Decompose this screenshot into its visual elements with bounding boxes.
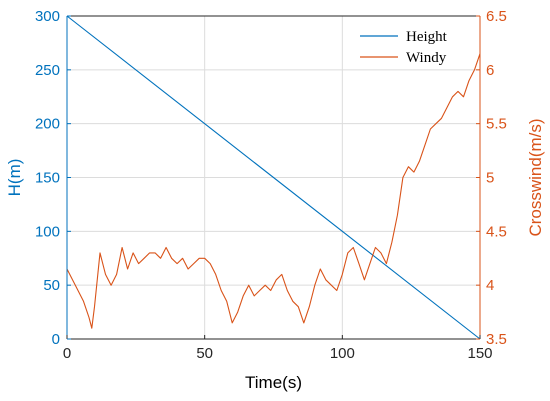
y-right-tick-label: 5.5 — [486, 116, 507, 133]
y-left-tick-label: 150 — [35, 170, 60, 187]
y-right-tick-label: 4 — [486, 277, 494, 294]
y-axis-right-label: Crosswind(m/s) — [526, 118, 545, 236]
y-right-tick-label: 6.5 — [486, 8, 507, 25]
x-axis-label: Time(s) — [245, 373, 302, 392]
y-right-tick-label: 4.5 — [486, 223, 507, 240]
y-right-tick-label: 5 — [486, 170, 494, 187]
y-left-tick-label: 50 — [43, 277, 60, 294]
y-axis-left-label: H(m) — [5, 159, 24, 197]
y-left-tick-label: 100 — [35, 223, 60, 240]
y-right-tick-label: 6 — [486, 62, 494, 79]
legend: Height Windy — [360, 29, 448, 66]
x-tick-label: 50 — [196, 345, 213, 362]
x-tick-label: 0 — [63, 345, 71, 362]
y-left-tick-label: 0 — [52, 331, 60, 348]
y-left-tick-label: 300 — [35, 8, 60, 25]
series-line-windy — [66, 53, 481, 329]
y-left-tick-label: 200 — [35, 116, 60, 133]
x-tick-label: 150 — [467, 345, 492, 362]
y-right-tick-label: 3.5 — [486, 331, 507, 348]
x-tick-label: 100 — [330, 345, 355, 362]
series-layer — [66, 15, 481, 340]
y-left-tick-label: 250 — [35, 62, 60, 79]
series-line-height — [66, 15, 481, 340]
legend-label-height: Height — [406, 29, 448, 45]
tick-layer: 0 50 100 150 0 50 100 150 200 250 300 3.5 4 4.5 5 5.5 6 6… — [35, 8, 507, 362]
legend-label-windy: Windy — [406, 50, 447, 66]
